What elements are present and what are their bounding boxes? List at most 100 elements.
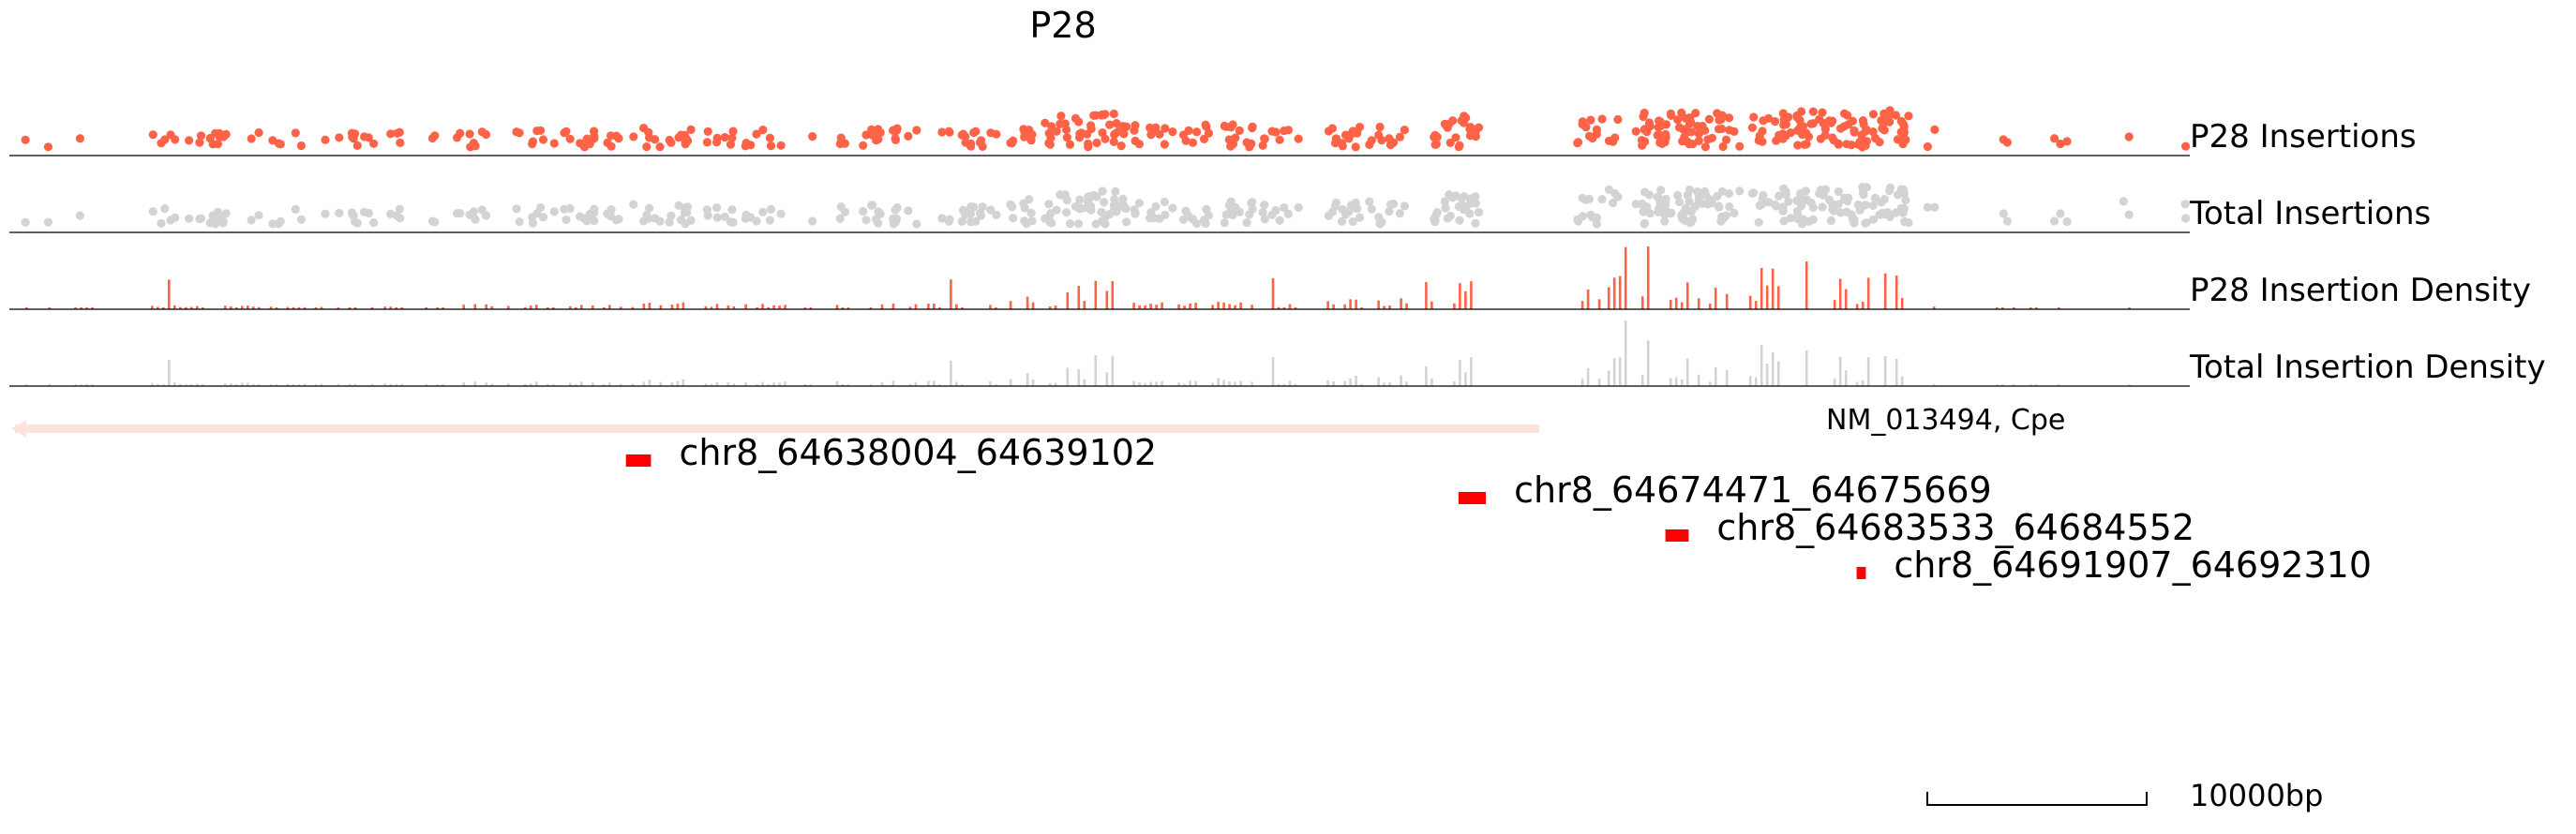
peak-label: chr8_64691907_64692310 [1894,544,2372,586]
total-density-bar [2058,384,2060,386]
total-density-bar [1866,357,1870,386]
total-insertion-point [291,204,300,214]
total-insertion-point [686,216,696,225]
total-insertion-point [1573,215,1582,224]
p28-insertion-point [1351,142,1360,152]
total-insertion-point [1850,215,1859,225]
p28-insertion-point [1802,140,1811,149]
total-density-bar [908,384,912,386]
p28-insertion-point [1151,123,1161,132]
total-density-bar [1580,379,1584,386]
p28-insertion-point [766,141,776,151]
p28-density-bar [2058,307,2060,309]
p28-density-bar [1900,297,1904,309]
total-insertion-point [1674,197,1685,207]
total-insertion-point [859,206,868,216]
total-density-bar [168,360,171,386]
p28-insertion-point [614,134,623,143]
p28-density-bar [1776,286,1780,309]
total-insertion-point [835,214,845,223]
p28-density-bar [772,305,775,309]
total-density-bar [173,381,176,386]
total-insertion-point [2180,200,2190,209]
p28-insertion-point [1613,114,1623,125]
total-insertion-point [1100,198,1109,207]
p28-insertion-point [808,132,817,141]
total-insertion-point [1797,201,1806,211]
p28-density-bar [1294,306,1297,309]
p28-insertion-point [876,127,885,138]
total-density-bar [74,384,77,386]
p28-density-bar [1580,301,1584,309]
total-density-bar [1680,380,1684,386]
total-density-bar [1996,384,1999,386]
p28-insertion-point [1604,136,1614,145]
p28-insertion-point [1008,139,1017,148]
total-density-bar [1685,358,1689,386]
total-insertion-point [1609,198,1618,208]
total-density-bar [841,384,845,386]
total-insertion-point [741,214,750,223]
total-insertion-point [1330,201,1340,211]
p28-insertion-point [1260,134,1269,143]
total-density-bar [473,381,476,386]
total-density-bar [938,384,941,386]
total-insertion-point [247,216,256,225]
p28-insertion-point [765,133,775,142]
p28-density-bar [1343,304,1346,309]
total-density-bar [1048,382,1052,386]
p28-insertion-point [1105,120,1115,129]
p28-density-bar [841,307,845,309]
total-insertion-point [1775,191,1784,201]
total-density-bar [670,382,674,386]
p28-density-bar [348,307,352,309]
total-density-bar [353,384,357,386]
total-insertion-point [1400,201,1409,211]
p28-insertion-point [874,134,883,144]
total-insertion-point [904,206,913,216]
p28-insertion-point [1824,116,1834,126]
p28-insertion-point [859,141,868,150]
total-insertion-point [1130,205,1139,215]
peak-bar [1458,492,1487,504]
p28-density-bar [914,304,918,309]
p28-insertion-point [720,132,729,142]
p28-density-bar [1680,302,1684,309]
p28-insertion-point [1075,129,1085,139]
total-insertion-point [532,209,542,218]
total-density-bar [1805,350,1808,386]
total-insertion-point [456,209,465,218]
total-insertion-point [585,209,594,219]
total-insertion-point [171,213,180,222]
p28-insertion-point [1101,134,1110,143]
total-insertion-point [208,211,217,220]
total-insertion-point [160,204,170,214]
p28-density-bar [809,307,813,309]
p28-density-bar [252,306,255,309]
p28-density-bar [196,305,199,309]
total-density-bar [258,384,261,386]
p28-insertion-point [728,127,738,136]
total-density-bar [1211,382,1214,386]
p28-insertion-point [585,140,594,149]
total-insertion-point [1355,213,1365,222]
p28-insertion-point [1843,111,1852,120]
total-insertion-point [1008,202,1017,212]
p28-insertion-point [276,140,285,149]
p28-density-bar [436,307,439,309]
p28-insertion-point [1578,117,1587,127]
total-insertion-point [1248,198,1257,207]
p28-density-bar [269,306,273,309]
total-density-bar [1349,378,1352,386]
total-insertion-point [1679,208,1688,218]
total-insertion-point [43,217,53,227]
p28-insertion-point [1793,141,1803,150]
p28-insertion-point [1026,136,1036,145]
total-density-bar [1355,376,1357,386]
total-insertion-point [386,209,396,218]
total-insertion-point [874,207,883,216]
total-insertion-point [1923,202,1932,212]
total-density-bar [809,384,813,386]
p28-insertion-point [1717,111,1727,120]
p28-insertion-point [1060,119,1070,128]
